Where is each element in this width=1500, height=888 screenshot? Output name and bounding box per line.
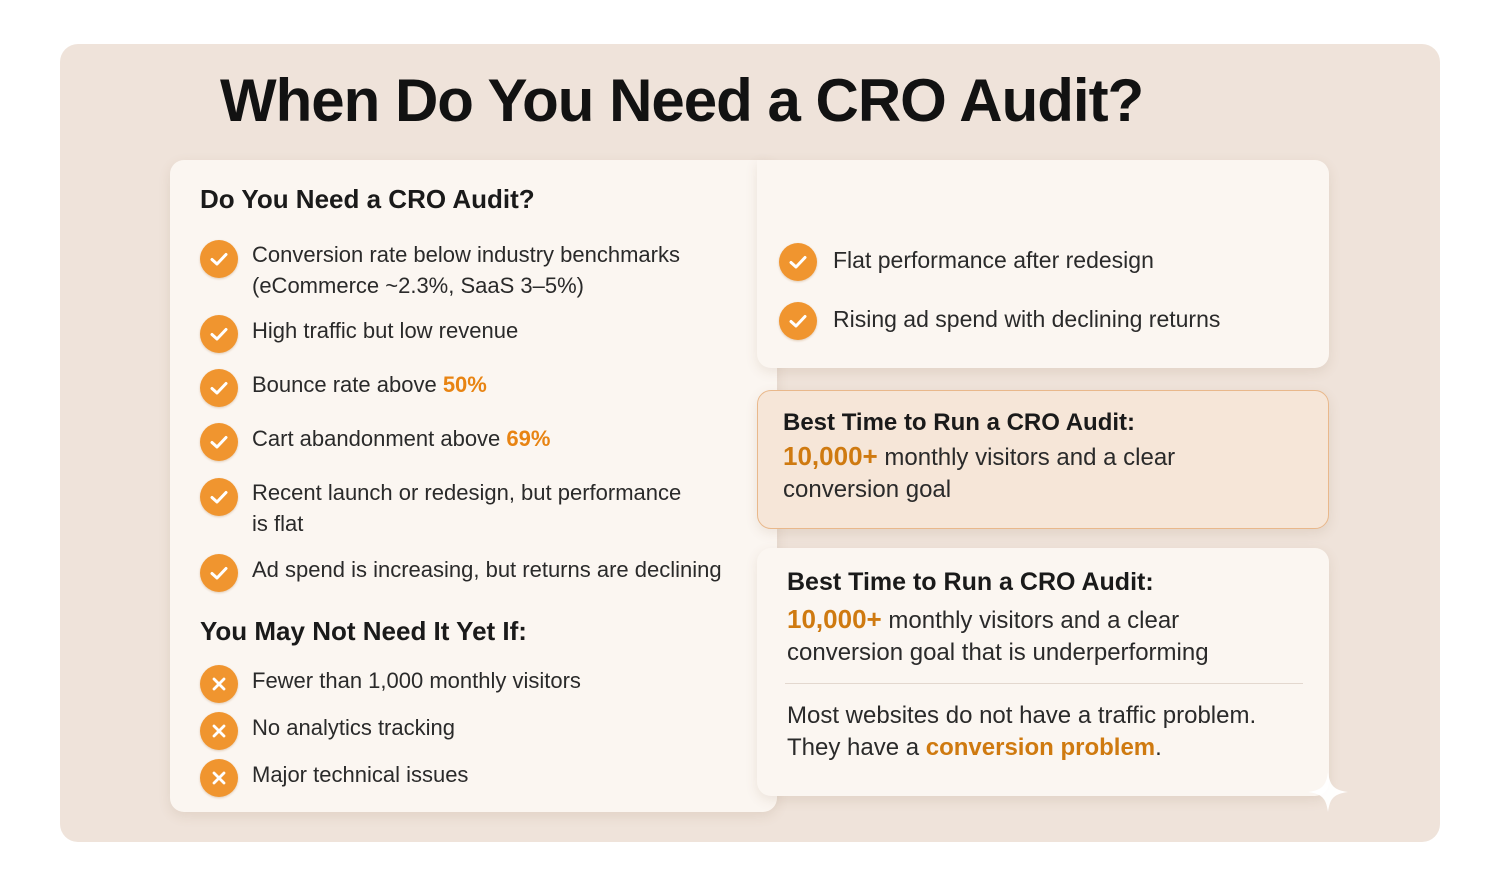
check-icon [200, 315, 238, 353]
check-icon [200, 423, 238, 461]
list-item: Cart abandonment above 69% [200, 423, 550, 461]
list-item: Ad spend is increasing, but returns are … [200, 554, 722, 592]
need-audit-card [170, 160, 777, 812]
list-item: Bounce rate above 50% [200, 369, 487, 407]
summary-card [757, 548, 1329, 796]
list-item: No analytics tracking [200, 712, 455, 750]
check-icon [200, 240, 238, 278]
extra-signals-card [757, 160, 1329, 368]
sparkle-icon [1308, 772, 1348, 812]
x-icon [200, 665, 238, 703]
summary-title: Best Time to Run a CRO Audit: [787, 568, 1154, 596]
list-item: Rising ad spend with declining returns [779, 302, 1220, 340]
check-icon [200, 478, 238, 516]
x-icon [200, 712, 238, 750]
list-item-text: Conversion rate below industry benchmark… [252, 242, 680, 298]
check-icon [200, 554, 238, 592]
list-item-text: Fewer than 1,000 monthly visitors [252, 668, 581, 693]
list-item-text: Recent launch or redesign, but performan… [252, 480, 682, 536]
check-icon [779, 302, 817, 340]
list-item-text: No analytics tracking [252, 715, 455, 740]
best-time-text: 10,000+ monthly visitors and a clear conv… [783, 441, 1176, 503]
highlight-value: 50% [442, 372, 487, 397]
list-item: Recent launch or redesign, but performan… [200, 478, 681, 539]
list-item: High traffic but low revenue [200, 315, 518, 353]
list-item: Fewer than 1,000 monthly visitors [200, 665, 581, 703]
best-time-title: Best Time to Run a CRO Audit: [783, 409, 1136, 436]
list-item-text: Bounce rate above 50% [252, 372, 487, 397]
not-need-heading: You May Not Need It Yet If: [200, 616, 527, 646]
best-time-box [757, 390, 1329, 529]
summary-quote: Most websites do not have a traffic prob… [787, 702, 1257, 761]
list-item-text: Flat performance after redesign [833, 247, 1154, 273]
need-audit-heading: Do You Need a CRO Audit? [200, 184, 535, 214]
page-title: When Do You Need a CRO Audit? [220, 67, 1144, 134]
summary-text: 10,000+ monthly visitors and a clear conv… [787, 604, 1209, 666]
highlight-value: 69% [506, 426, 551, 451]
list-item-text: High traffic but low revenue [252, 318, 519, 343]
list-item: Flat performance after redesign [779, 243, 1154, 281]
divider [785, 683, 1303, 684]
x-icon [200, 759, 238, 797]
list-item-text: Major technical issues [252, 762, 469, 787]
list-item-text: Ad spend is increasing, but returns are … [252, 557, 722, 582]
list-item: Major technical issues [200, 759, 468, 797]
list-item: Conversion rate below industry benchmark… [200, 240, 680, 301]
check-icon [200, 369, 238, 407]
list-item-text: Rising ad spend with declining returns [833, 306, 1221, 332]
check-icon [779, 243, 817, 281]
list-item-text: Cart abandonment above 69% [252, 426, 551, 451]
